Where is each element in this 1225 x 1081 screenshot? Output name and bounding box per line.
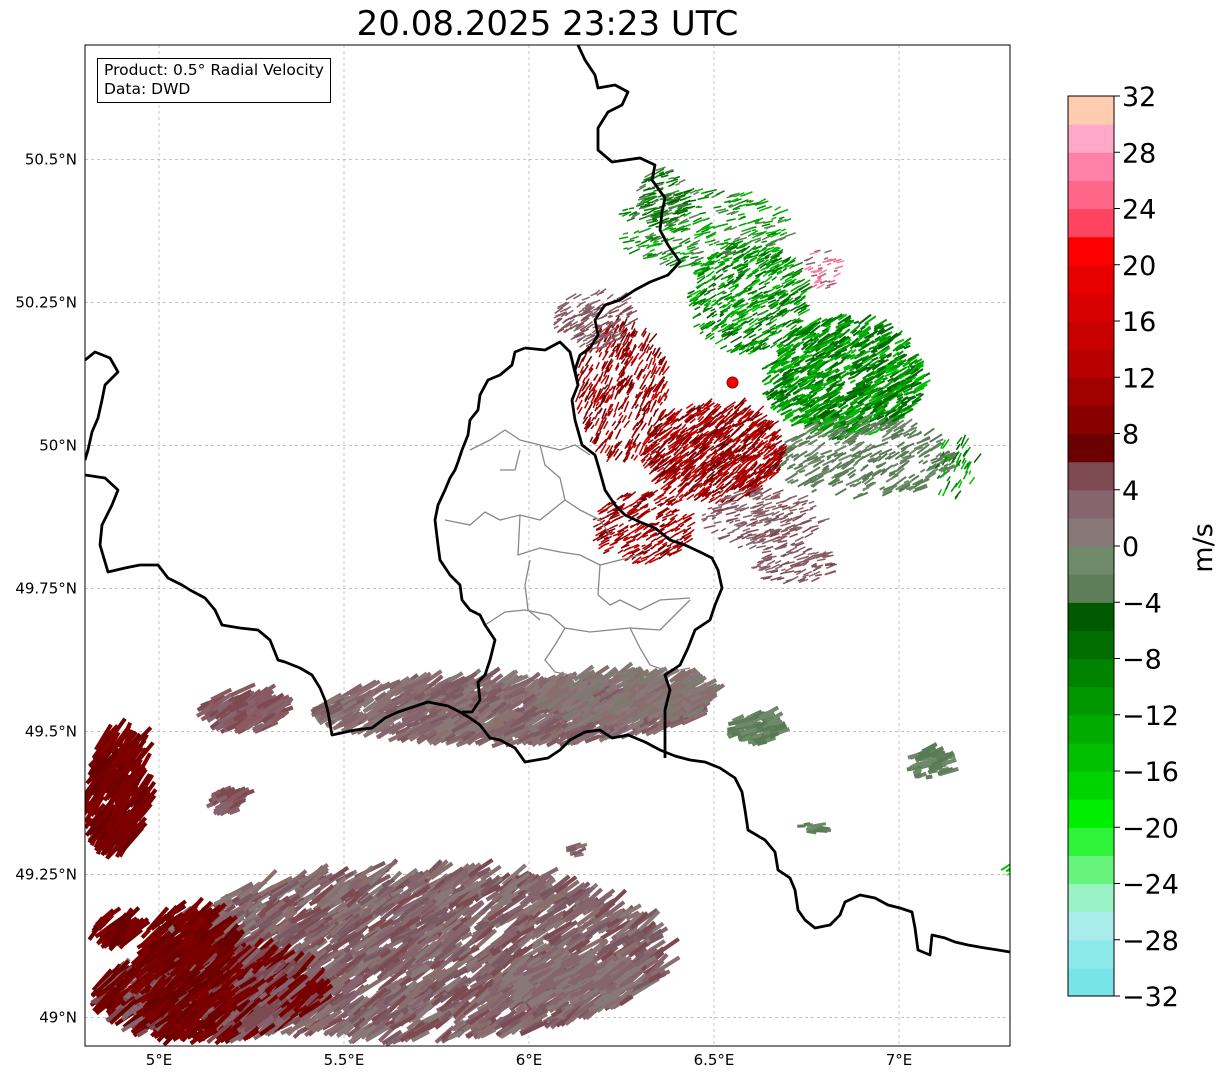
- lat-tick-label: 49.5°N: [25, 722, 77, 740]
- colorbar-tick-label: −16: [1122, 757, 1179, 788]
- country-borders: [85, 45, 1010, 957]
- canton-boundaries: [444, 429, 691, 677]
- radar-site-marker: [726, 376, 739, 389]
- colorbar-tick-label: −20: [1122, 813, 1179, 844]
- lat-tick-label: 49.75°N: [15, 579, 77, 597]
- colorbar-tick-label: 12: [1122, 363, 1156, 394]
- lon-tick-label: 6.5°E: [694, 1051, 735, 1069]
- lat-tick-label: 49°N: [39, 1008, 77, 1026]
- colorbar-segment: [1068, 771, 1114, 800]
- colorbar-segment: [1068, 124, 1114, 153]
- colorbar-segment: [1068, 574, 1114, 603]
- colorbar-tick-label: −12: [1122, 701, 1179, 732]
- lon-tick-label: 7°E: [886, 1051, 913, 1069]
- colorbar-segment: [1068, 264, 1114, 294]
- colorbar-tick-label: −28: [1122, 926, 1179, 957]
- colorbar-tick-label: 4: [1122, 476, 1139, 507]
- colorbar-segment: [1068, 433, 1114, 463]
- colorbar-tick-label: 32: [1122, 82, 1156, 113]
- colorbar-segment: [1068, 967, 1114, 997]
- data-source-label: Data: DWD: [104, 80, 191, 98]
- colorbar-tick-label: 24: [1122, 195, 1156, 226]
- colorbar: 32 28 24 20 16 12 8 4 0 −4 −8 −12 −16 −20 −24 −28 −32: [1067, 82, 1179, 1013]
- lat-tick-label: 49.25°N: [15, 865, 77, 883]
- colorbar-tick-label: 28: [1122, 138, 1156, 169]
- colorbar-segment: [1068, 208, 1114, 238]
- colorbar-segment: [1068, 742, 1114, 772]
- radar-echoes: [85, 166, 1010, 1046]
- colorbar-segment: [1068, 939, 1114, 969]
- colorbar-tick-label: 16: [1122, 307, 1156, 338]
- colorbar-tick-label: 0: [1122, 532, 1139, 563]
- lat-tick-label: 50°N: [39, 436, 77, 454]
- colorbar-segment: [1068, 827, 1114, 856]
- colorbar-segment: [1068, 236, 1114, 266]
- lat-tick-label: 50.25°N: [15, 293, 77, 311]
- colorbar-segment: [1068, 602, 1114, 631]
- colorbar-tick-label: −8: [1122, 645, 1162, 676]
- colorbar-segment: [1068, 546, 1114, 575]
- lon-tick-label: 5.5°E: [324, 1051, 365, 1069]
- colorbar-unit-label: m/s: [1188, 523, 1219, 572]
- colorbar-segment: [1068, 686, 1114, 716]
- colorbar-segment: [1068, 180, 1114, 210]
- colorbar-segment: [1068, 405, 1114, 435]
- colorbar-segment: [1068, 855, 1114, 885]
- colorbar-segment: [1068, 292, 1114, 322]
- lon-tick-label: 6°E: [516, 1051, 543, 1069]
- colorbar-segment: [1068, 152, 1114, 181]
- colorbar-tick-label: −32: [1122, 982, 1179, 1013]
- colorbar-segment: [1068, 321, 1114, 350]
- lat-tick-label: 50.5°N: [25, 150, 77, 168]
- colorbar-segment: [1068, 630, 1114, 660]
- colorbar-tick-label: 20: [1122, 251, 1156, 282]
- colorbar-tick-label: −24: [1122, 870, 1179, 901]
- product-info-box: Product: 0.5° Radial Velocity Data: DWD: [97, 58, 331, 103]
- colorbar-segment: [1068, 461, 1114, 491]
- colorbar-segment: [1068, 799, 1114, 828]
- colorbar-segment: [1068, 714, 1114, 744]
- product-label: Product: 0.5° Radial Velocity: [104, 61, 324, 79]
- colorbar-tick-label: −4: [1122, 588, 1162, 619]
- colorbar-segment: [1068, 349, 1114, 378]
- colorbar-tick-label: 8: [1122, 420, 1139, 451]
- colorbar-segment: [1068, 489, 1114, 519]
- lon-tick-label: 5°E: [146, 1051, 173, 1069]
- latitude-axis: 49°N 49.25°N 49.5°N 49.75°N 50°N 50.25°N 50.5°…: [15, 150, 77, 1026]
- colorbar-segment: [1068, 658, 1114, 688]
- colorbar-segment: [1068, 377, 1114, 406]
- map-title: 20.08.2025 23:23 UTC: [356, 4, 739, 44]
- longitude-axis: 5°E 5.5°E 6°E 6.5°E 7°E: [146, 1051, 913, 1069]
- colorbar-segment: [1068, 911, 1114, 941]
- plot-frame: [84, 44, 1011, 1047]
- colorbar-segment: [1068, 96, 1114, 125]
- colorbar-segment: [1068, 883, 1114, 913]
- colorbar-segment: [1068, 517, 1114, 547]
